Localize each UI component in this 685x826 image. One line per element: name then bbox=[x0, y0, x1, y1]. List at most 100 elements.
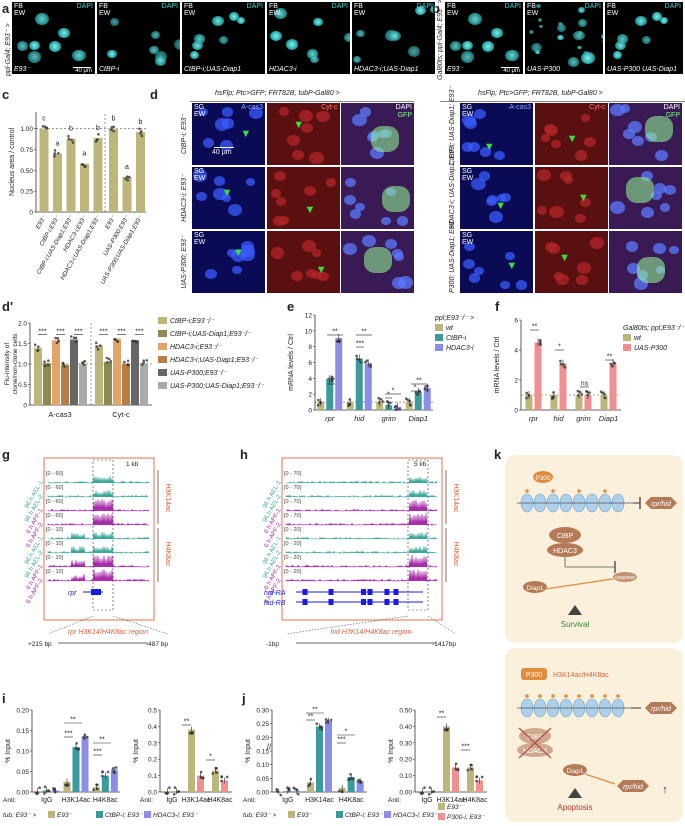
nucleus-blob bbox=[388, 30, 401, 41]
bar bbox=[101, 775, 109, 792]
cell-nucleus bbox=[202, 138, 214, 148]
y-tick-label: 0 bbox=[23, 403, 27, 410]
significance-marker: * bbox=[345, 729, 348, 736]
data-point bbox=[408, 399, 412, 403]
legend-swatch bbox=[158, 356, 167, 363]
significance-marker: *** bbox=[135, 328, 143, 335]
significance-marker: *** bbox=[38, 328, 46, 335]
gene-exon bbox=[361, 599, 366, 605]
data-point bbox=[446, 727, 450, 731]
footer-genotype: tub; E93⁻ > bbox=[3, 812, 36, 819]
acetyl-mark bbox=[525, 694, 529, 698]
bar bbox=[559, 363, 567, 410]
chip-j: 0.00 0.05 0.10 0.15 0.20 0.25 0.30 % Input IgG H3… bbox=[243, 707, 488, 822]
data-point bbox=[426, 389, 429, 392]
cell-nucleus bbox=[241, 244, 255, 257]
data-point bbox=[95, 345, 99, 348]
acetyl-mark bbox=[577, 489, 581, 493]
nucleus-blob bbox=[573, 30, 585, 41]
cell-nucleus bbox=[537, 168, 552, 181]
significance-marker: ** bbox=[99, 737, 105, 744]
cell-nucleus bbox=[291, 149, 305, 161]
data-point bbox=[211, 772, 215, 775]
tile-label-dapi: DAPI bbox=[76, 3, 93, 10]
data-point bbox=[38, 786, 41, 789]
legend-label: E93⁻ bbox=[297, 812, 313, 819]
gene-exon bbox=[384, 589, 390, 595]
panel-b-genotype: Gal80ts; ppl-Gal4; E93⁻ > bbox=[437, 0, 444, 80]
category-label: hid bbox=[553, 414, 564, 423]
coverage-track bbox=[47, 499, 150, 512]
bar bbox=[575, 395, 583, 410]
tile-label-sg: SG bbox=[194, 104, 205, 111]
significance-marker: ** bbox=[532, 324, 538, 331]
coverage-track bbox=[47, 545, 150, 555]
track-range: [0 - 10] bbox=[46, 527, 64, 533]
significance-marker: *** bbox=[356, 341, 364, 348]
cell-nucleus bbox=[205, 269, 217, 279]
cell-nucleus bbox=[221, 193, 232, 202]
data-point bbox=[106, 360, 109, 364]
y-tick-label: 0.50 bbox=[399, 708, 412, 715]
cell-nucleus bbox=[221, 106, 234, 117]
nucleus-blob bbox=[577, 7, 585, 14]
nucleus-blob bbox=[581, 52, 595, 64]
track-range: [0 - 60] bbox=[46, 499, 64, 505]
data-point bbox=[113, 337, 117, 341]
region-left: +215 bp bbox=[28, 641, 52, 648]
nucleus-blob bbox=[557, 24, 567, 32]
gene-label: hid-RA bbox=[264, 590, 286, 597]
nucleus-blob bbox=[577, 45, 582, 50]
data-point bbox=[308, 782, 312, 786]
y-tick-label: 12 bbox=[305, 313, 313, 320]
bar bbox=[39, 128, 49, 212]
panel-label-h: h bbox=[240, 447, 248, 462]
data-point bbox=[475, 779, 478, 783]
panel-d-left-tile: DAPI GFP bbox=[341, 103, 414, 165]
anti-label: Anti: bbox=[3, 797, 16, 804]
coverage-track bbox=[285, 500, 438, 512]
data-point bbox=[404, 397, 408, 401]
gfp-clone bbox=[625, 176, 654, 203]
y-tick-label: 1.00 bbox=[20, 126, 33, 133]
coverage-track bbox=[285, 546, 438, 554]
legend-label: HDAC3-i; E93⁻ bbox=[393, 812, 438, 819]
nucleus-blob bbox=[343, 33, 350, 43]
data-point bbox=[325, 721, 328, 724]
cell-nucleus bbox=[304, 185, 317, 196]
cell-nucleus bbox=[619, 104, 631, 113]
legend-swatch bbox=[96, 811, 103, 818]
data-point bbox=[215, 771, 219, 774]
arrowhead-icon: ▼ bbox=[293, 119, 305, 132]
arrowhead-icon: ▼ bbox=[232, 246, 244, 259]
data-point bbox=[92, 788, 95, 792]
data-point bbox=[142, 359, 146, 362]
tile-label-sg: SG bbox=[462, 232, 473, 239]
tile-label-ew: EW bbox=[194, 175, 206, 182]
bar bbox=[52, 340, 60, 405]
data-point bbox=[77, 747, 81, 751]
y-tick-label: 6 bbox=[514, 318, 518, 325]
data-point bbox=[47, 359, 50, 362]
cell-nucleus bbox=[213, 176, 225, 186]
significance-marker: *** bbox=[99, 328, 107, 335]
bar bbox=[452, 767, 459, 792]
cell-nucleus bbox=[270, 247, 284, 259]
data-point bbox=[319, 725, 323, 728]
nucleus-blob bbox=[192, 40, 204, 50]
channel-label: GFP bbox=[665, 112, 680, 119]
data-point bbox=[316, 403, 320, 407]
data-point bbox=[126, 178, 130, 182]
cell-nucleus bbox=[471, 177, 487, 191]
legend-label: CtBP-i bbox=[446, 335, 467, 342]
bar bbox=[307, 782, 314, 792]
panel-label-e: e bbox=[287, 299, 295, 314]
y-tick-label: 0.20 bbox=[256, 735, 269, 742]
panel-d-row-label: HDAC3-i; E93⁻ bbox=[181, 174, 188, 222]
nucleus-blob bbox=[285, 38, 299, 50]
track-range: [0 - 70] bbox=[284, 471, 302, 477]
data-point bbox=[603, 392, 606, 396]
category-label: H3K14ac bbox=[62, 797, 91, 804]
